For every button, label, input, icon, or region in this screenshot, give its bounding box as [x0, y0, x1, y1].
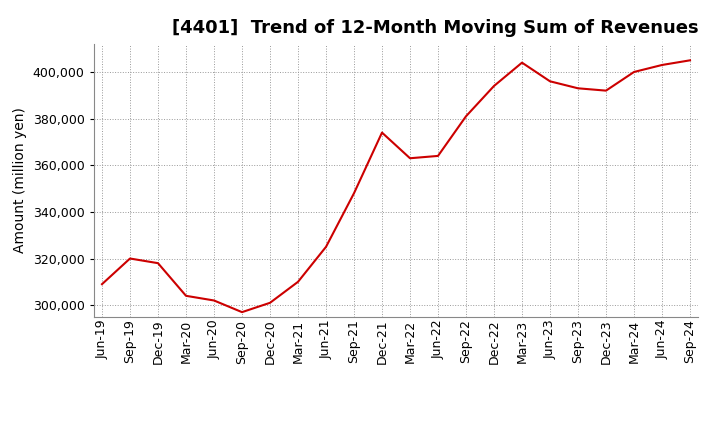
Text: [4401]  Trend of 12-Month Moving Sum of Revenues: [4401] Trend of 12-Month Moving Sum of R…	[172, 19, 699, 37]
Y-axis label: Amount (million yen): Amount (million yen)	[13, 107, 27, 253]
